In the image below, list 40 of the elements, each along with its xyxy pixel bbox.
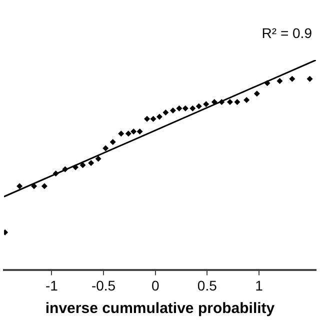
point — [203, 101, 210, 108]
point — [244, 96, 250, 103]
point — [144, 116, 150, 122]
x-tick-label: -0.5 — [91, 277, 116, 294]
point — [41, 183, 48, 190]
point — [254, 90, 260, 97]
point — [156, 114, 162, 120]
point — [80, 162, 86, 168]
point — [234, 99, 240, 106]
point — [52, 170, 59, 177]
point — [62, 166, 68, 172]
point — [150, 116, 156, 122]
point — [130, 128, 137, 134]
point — [136, 128, 143, 134]
point — [218, 99, 225, 106]
point — [176, 105, 182, 112]
point — [118, 130, 124, 137]
x-tick-label: 0.5 — [197, 277, 218, 294]
point — [264, 80, 270, 86]
point — [72, 164, 79, 170]
x-tick-label: 1 — [255, 277, 264, 294]
point — [95, 156, 102, 162]
point — [125, 130, 132, 137]
point — [16, 183, 23, 190]
point — [182, 105, 188, 112]
point — [170, 107, 176, 114]
point — [276, 78, 283, 84]
x-tick-label: 0 — [151, 277, 160, 294]
x-tick-label: -1 — [45, 277, 58, 294]
point — [190, 105, 196, 112]
point — [226, 99, 233, 106]
point — [102, 145, 109, 152]
point — [306, 76, 313, 82]
point — [289, 76, 296, 82]
point — [88, 160, 94, 166]
point — [162, 110, 169, 116]
x-axis-title: inverse cummulative probability — [45, 300, 276, 318]
point — [110, 138, 116, 145]
text: R² = 0.9 — [262, 24, 312, 41]
point — [196, 103, 202, 110]
